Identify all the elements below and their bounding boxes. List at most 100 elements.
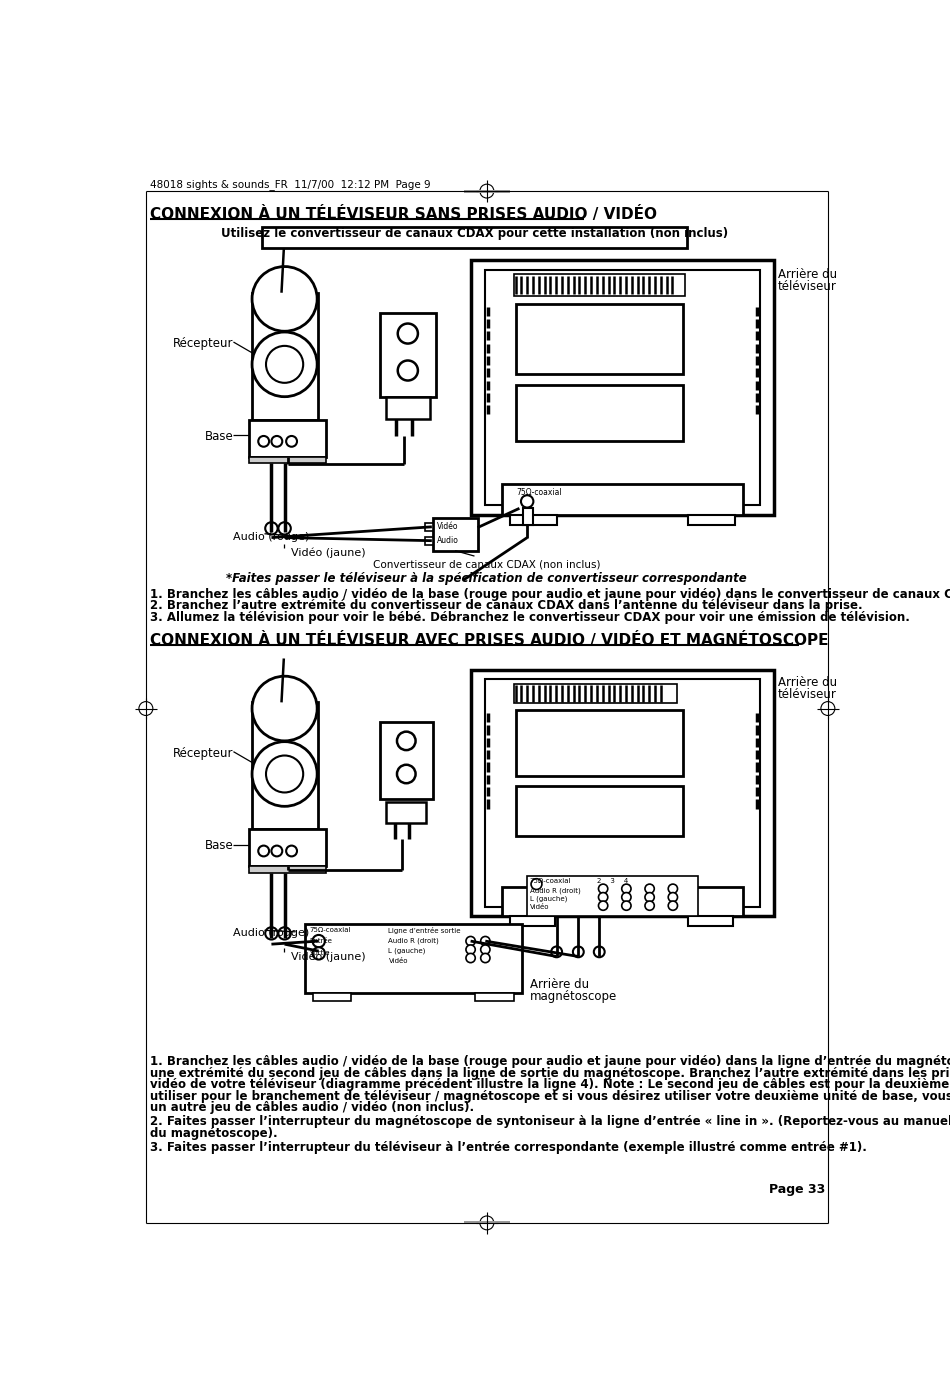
Circle shape	[594, 946, 604, 958]
Circle shape	[258, 435, 269, 447]
Circle shape	[278, 522, 291, 535]
Bar	[432, 518, 478, 550]
Circle shape	[531, 879, 542, 889]
Circle shape	[481, 937, 490, 946]
Circle shape	[521, 496, 533, 508]
Text: Ligne d’entrée sortie: Ligne d’entrée sortie	[389, 927, 461, 934]
Text: Arrière du: Arrière du	[777, 676, 837, 689]
Circle shape	[398, 360, 418, 381]
Circle shape	[480, 1217, 494, 1229]
Text: Audio (rouge): Audio (rouge)	[234, 532, 310, 542]
Text: 75Ω-coaxial: 75Ω-coaxial	[310, 927, 351, 934]
Text: du magnétoscope).: du magnétoscope).	[150, 1127, 277, 1140]
Circle shape	[313, 935, 325, 948]
Circle shape	[286, 435, 297, 447]
Bar	[425, 524, 432, 531]
Bar	[425, 536, 432, 545]
Text: Vidéo: Vidéo	[529, 904, 549, 910]
Text: une extrémité du second jeu de câbles dans la ligne de sortie du magnétoscope. B: une extrémité du second jeu de câbles da…	[150, 1067, 950, 1079]
Circle shape	[252, 332, 317, 396]
Circle shape	[139, 701, 153, 715]
Circle shape	[668, 885, 677, 893]
Text: *Faites passer le téléviseur à la spécification de convertisseur correspondante: *Faites passer le téléviseur à la spécif…	[226, 573, 748, 585]
Text: Audio (rouge): Audio (rouge)	[234, 928, 310, 938]
Circle shape	[466, 953, 475, 963]
Circle shape	[821, 701, 835, 715]
Circle shape	[397, 764, 415, 783]
Circle shape	[598, 902, 608, 910]
Circle shape	[480, 185, 494, 197]
Bar	[510, 515, 557, 525]
Circle shape	[621, 893, 631, 902]
Bar	[249, 867, 327, 872]
Circle shape	[621, 902, 631, 910]
Text: un autre jeu de câbles audio / vidéo (non inclus).: un autre jeu de câbles audio / vidéo (no…	[150, 1102, 474, 1114]
Bar	[689, 515, 735, 525]
Text: 75Ω-coaxial: 75Ω-coaxial	[529, 878, 571, 883]
Circle shape	[397, 732, 415, 750]
Text: 2. Branchez l’autre extrémité du convertisseur de canaux CDAX dans l’antenne du : 2. Branchez l’autre extrémité du convert…	[150, 599, 863, 612]
Text: 1. Branchez les câbles audio / vidéo de la base (rouge pour audio et jaune pour : 1. Branchez les câbles audio / vidéo de …	[150, 588, 950, 601]
Bar	[464, 189, 510, 193]
Bar	[262, 227, 687, 248]
Bar	[514, 683, 676, 703]
Text: Arrière du: Arrière du	[529, 979, 589, 991]
Bar	[517, 304, 683, 374]
Bar	[252, 703, 318, 829]
Circle shape	[252, 676, 317, 741]
Text: téléviseur: téléviseur	[777, 687, 836, 701]
Text: Vidéo: Vidéo	[437, 522, 459, 531]
Bar	[522, 508, 533, 525]
Circle shape	[252, 742, 317, 806]
Text: Base: Base	[204, 840, 234, 853]
Text: CONNEXION À UN TÉLÉVISEUR SANS PRISES AUDIO / VIDÉO: CONNEXION À UN TÉLÉVISEUR SANS PRISES AU…	[150, 206, 656, 223]
Circle shape	[645, 902, 655, 910]
Circle shape	[313, 948, 325, 959]
Circle shape	[573, 946, 583, 958]
Text: CONNEXION À UN TÉLÉVISEUR AVEC PRISES AUDIO / VIDÉO ET MAGNÉTOSCOPE: CONNEXION À UN TÉLÉVISEUR AVEC PRISES AU…	[150, 633, 828, 648]
Circle shape	[278, 927, 291, 939]
Bar	[485, 270, 760, 505]
Text: Entrée: Entrée	[310, 938, 332, 944]
Bar	[510, 917, 555, 927]
Bar	[380, 312, 436, 398]
Bar	[386, 802, 427, 823]
Bar	[386, 398, 429, 419]
Text: Sortie: Sortie	[310, 951, 330, 956]
Bar	[249, 420, 327, 456]
Circle shape	[286, 846, 297, 857]
Bar	[249, 456, 327, 463]
Text: Audio R (droit): Audio R (droit)	[529, 888, 580, 893]
Bar	[517, 385, 683, 441]
Circle shape	[466, 945, 475, 955]
Bar	[503, 484, 743, 515]
Bar	[514, 274, 685, 295]
Text: Vidéo: Vidéo	[389, 958, 408, 965]
Text: Utilisez le convertisseur de canaux CDAX pour cette installation (non inclus): Utilisez le convertisseur de canaux CDAX…	[221, 227, 728, 241]
Text: 2    3    4: 2 3 4	[597, 878, 628, 883]
Bar	[380, 722, 432, 799]
Text: L (gauche): L (gauche)	[389, 948, 426, 953]
Text: Audio: Audio	[437, 536, 459, 545]
Circle shape	[265, 927, 277, 939]
Circle shape	[621, 885, 631, 893]
Circle shape	[645, 885, 655, 893]
Text: Arrière du: Arrière du	[777, 267, 837, 281]
Text: 2. Faites passer l’interrupteur du magnétoscope de syntoniseur à la ligne d’entr: 2. Faites passer l’interrupteur du magné…	[150, 1114, 950, 1128]
Circle shape	[551, 946, 562, 958]
Circle shape	[481, 945, 490, 955]
Circle shape	[466, 937, 475, 946]
Bar	[689, 917, 733, 927]
Circle shape	[266, 756, 303, 792]
Circle shape	[258, 846, 269, 857]
Text: Récepteur: Récepteur	[173, 337, 234, 350]
Circle shape	[668, 893, 677, 902]
Circle shape	[272, 435, 282, 447]
Text: magnétoscope: magnétoscope	[529, 990, 617, 1002]
Circle shape	[598, 893, 608, 902]
Bar	[471, 260, 773, 515]
Text: Vidéo (jaune): Vidéo (jaune)	[291, 547, 366, 559]
Text: Récepteur: Récepteur	[173, 748, 234, 760]
Circle shape	[265, 522, 277, 535]
Bar	[517, 785, 683, 836]
